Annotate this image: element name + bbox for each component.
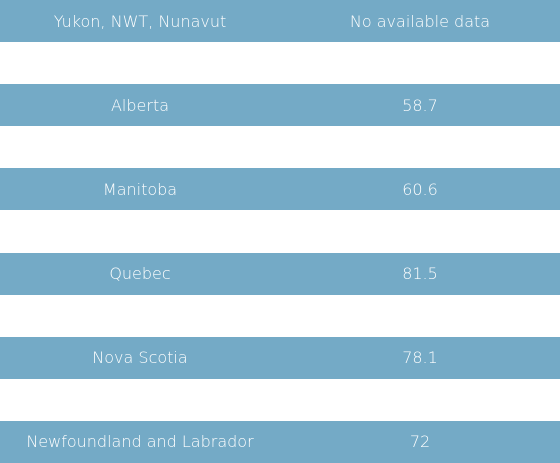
value-cell: No available data bbox=[349, 11, 491, 31]
region-cell: Quebec bbox=[109, 264, 171, 284]
value-cell: 81.5 bbox=[402, 264, 438, 284]
table-row: Quebec 81.5 bbox=[0, 252, 560, 295]
value-cell: 58.7 bbox=[402, 95, 438, 115]
table-row: Manitoba 60.6 bbox=[0, 168, 560, 211]
table-row: Nova Scotia 78.1 bbox=[0, 336, 560, 379]
region-cell: Yukon, NWT, Nunavut bbox=[53, 11, 227, 31]
table-row: Yukon, NWT, Nunavut No available data bbox=[0, 0, 560, 43]
spacer-row bbox=[0, 295, 560, 337]
region-cell: Alberta bbox=[110, 95, 170, 115]
value-cell: 60.6 bbox=[402, 179, 438, 199]
spacer-row bbox=[0, 379, 560, 421]
table-row: Alberta 58.7 bbox=[0, 84, 560, 127]
region-cell: Newfoundland and Labrador bbox=[26, 432, 254, 452]
spacer-row bbox=[0, 210, 560, 252]
region-cell: Nova Scotia bbox=[92, 348, 188, 368]
value-cell: 72 bbox=[409, 432, 431, 452]
spacer-row bbox=[0, 42, 560, 84]
spacer-row bbox=[0, 126, 560, 168]
value-cell: 78.1 bbox=[402, 348, 438, 368]
table-row: Newfoundland and Labrador 72 bbox=[0, 420, 560, 463]
region-cell: Manitoba bbox=[102, 179, 178, 199]
